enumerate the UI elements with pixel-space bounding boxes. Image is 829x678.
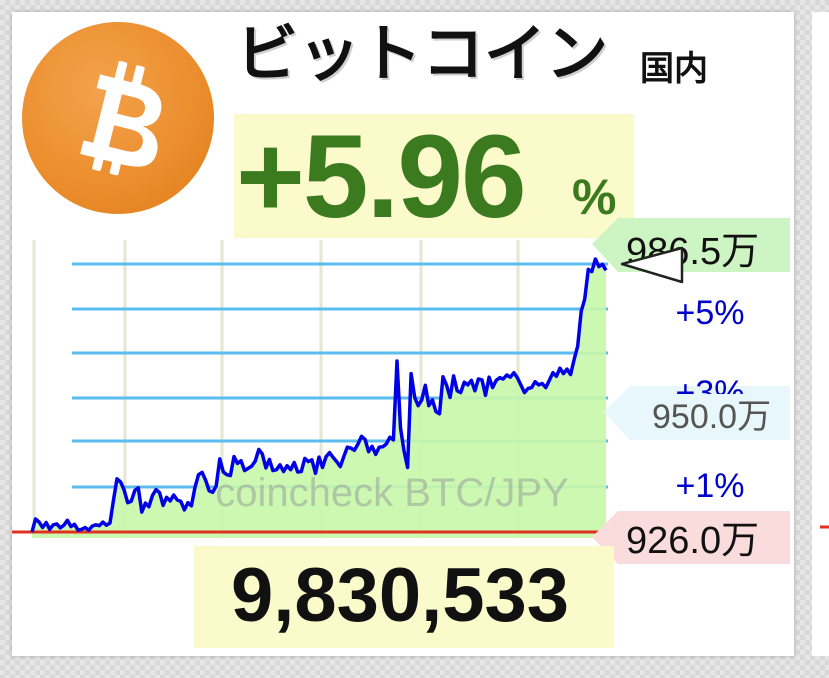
side-strip [812,12,829,656]
base-price-tag [592,511,790,564]
change-percent: +5.96 [236,111,527,243]
market-label: 国内 [640,50,708,88]
price-line [30,257,608,533]
bitcoin-icon [22,22,214,214]
triangle-pointer-icon [620,246,684,284]
chart-watermark: coincheck BTC/JPY [215,471,568,515]
current-price: 9,830,533 [230,553,570,638]
mid-price-label-overlay: 950.0万 [652,398,771,436]
grid-percent-label: +1% [676,467,745,505]
price-area-fill [32,259,606,538]
coin-title: ビットコイン [236,20,609,89]
grid-percent-label: +5% [676,294,745,332]
change-percent-unit: % [572,169,617,225]
mid-price-tag-cover [604,394,790,440]
price-highlight [194,546,614,648]
base-price-label: 926.0万 [626,520,759,562]
change-highlight [234,114,634,238]
